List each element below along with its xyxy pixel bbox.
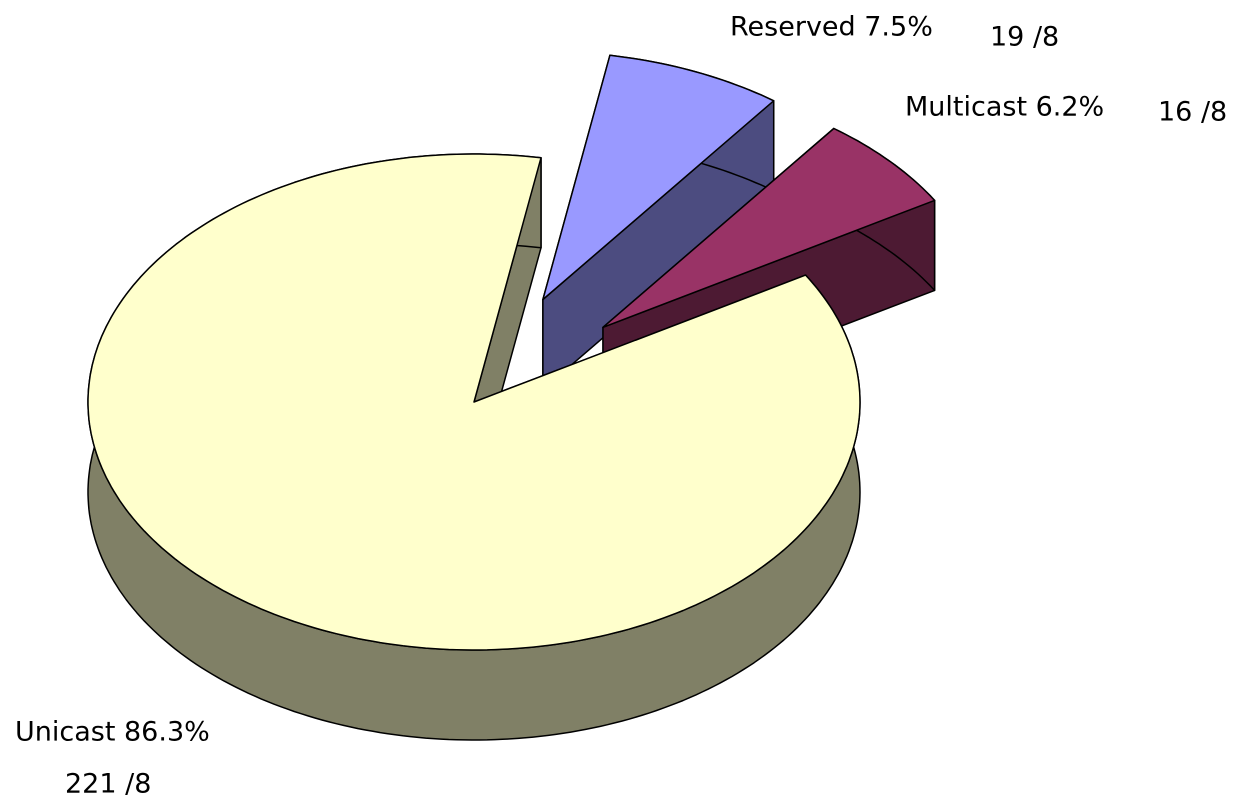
slice <box>602 127 936 329</box>
slice-label: Reserved 7.5% <box>730 12 933 43</box>
slice-label: Multicast 6.2% <box>905 92 1104 123</box>
slice <box>87 153 861 651</box>
value-label: 221 /8 <box>65 769 151 800</box>
value-label: 19 /8 <box>990 22 1059 53</box>
slice-label: Unicast 86.3% <box>15 717 210 748</box>
slice <box>542 54 775 301</box>
value-label: 16 /8 <box>1158 97 1227 128</box>
